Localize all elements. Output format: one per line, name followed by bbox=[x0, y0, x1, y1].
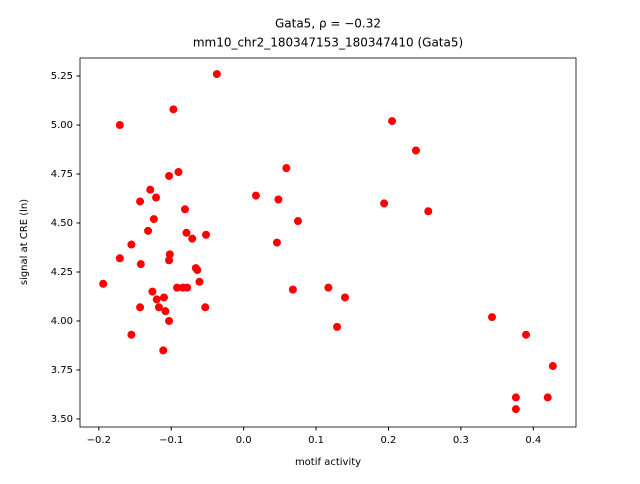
point bbox=[136, 197, 145, 206]
x-tick-label: 0.0 bbox=[236, 435, 252, 446]
point bbox=[159, 293, 168, 302]
point bbox=[127, 330, 136, 339]
point bbox=[548, 362, 557, 371]
y-axis-label: signal at CRE (ln) bbox=[19, 199, 30, 285]
point bbox=[293, 217, 302, 226]
chart-title: Gata5, ρ = −0.32 bbox=[275, 17, 381, 31]
point bbox=[424, 207, 433, 216]
point bbox=[488, 313, 497, 322]
y-tick-label: 4.25 bbox=[51, 267, 73, 278]
point bbox=[180, 205, 189, 214]
point bbox=[154, 303, 163, 312]
y-tick-label: 3.75 bbox=[51, 365, 73, 376]
x-tick-label: 0.1 bbox=[308, 435, 324, 446]
point bbox=[388, 117, 397, 126]
chart-subtitle: mm10_chr2_180347153_180347410 (Gata5) bbox=[193, 36, 463, 50]
point bbox=[511, 393, 520, 402]
point bbox=[165, 250, 174, 259]
x-tick-label: 0.2 bbox=[381, 435, 397, 446]
point bbox=[165, 171, 174, 180]
x-tick-label: −0.2 bbox=[87, 435, 111, 446]
point bbox=[324, 283, 333, 292]
point bbox=[173, 283, 182, 292]
point bbox=[288, 285, 297, 294]
y-tick-label: 4.50 bbox=[51, 218, 73, 229]
point bbox=[272, 238, 281, 247]
point bbox=[411, 146, 420, 155]
point bbox=[282, 164, 291, 173]
point bbox=[136, 303, 145, 312]
point bbox=[148, 287, 157, 296]
point bbox=[182, 228, 191, 237]
point bbox=[115, 121, 124, 130]
point bbox=[212, 70, 221, 79]
point bbox=[341, 293, 350, 302]
point bbox=[127, 240, 136, 249]
y-tick-label: 5.25 bbox=[51, 71, 73, 82]
point bbox=[159, 346, 168, 355]
x-tick-label: −0.1 bbox=[159, 435, 183, 446]
point bbox=[169, 105, 178, 114]
point bbox=[165, 256, 174, 265]
y-tick-label: 4.00 bbox=[51, 316, 73, 327]
point bbox=[174, 168, 183, 177]
point bbox=[152, 295, 161, 304]
plot-frame bbox=[79, 57, 577, 428]
point bbox=[380, 199, 389, 208]
point bbox=[511, 405, 520, 414]
x-tick-label: 0.4 bbox=[525, 435, 541, 446]
point bbox=[136, 260, 145, 269]
point bbox=[201, 303, 210, 312]
point bbox=[149, 215, 158, 224]
y-tick-label: 5.00 bbox=[51, 120, 73, 131]
point bbox=[115, 254, 124, 263]
point bbox=[165, 316, 174, 325]
y-tick-label: 3.50 bbox=[51, 414, 73, 425]
point bbox=[193, 266, 202, 275]
point bbox=[161, 307, 170, 316]
point bbox=[99, 279, 108, 288]
x-axis-label: motif activity bbox=[295, 457, 361, 468]
point bbox=[543, 393, 552, 402]
point bbox=[183, 283, 192, 292]
point bbox=[251, 191, 260, 200]
point bbox=[195, 277, 204, 286]
point bbox=[333, 322, 342, 331]
y-tick-label: 4.75 bbox=[51, 169, 73, 180]
point bbox=[522, 330, 531, 339]
x-tick-label: 0.3 bbox=[453, 435, 469, 446]
point bbox=[146, 185, 155, 194]
point bbox=[274, 195, 283, 204]
point bbox=[144, 226, 153, 235]
point bbox=[188, 234, 197, 243]
point bbox=[201, 230, 210, 239]
point bbox=[152, 193, 161, 202]
